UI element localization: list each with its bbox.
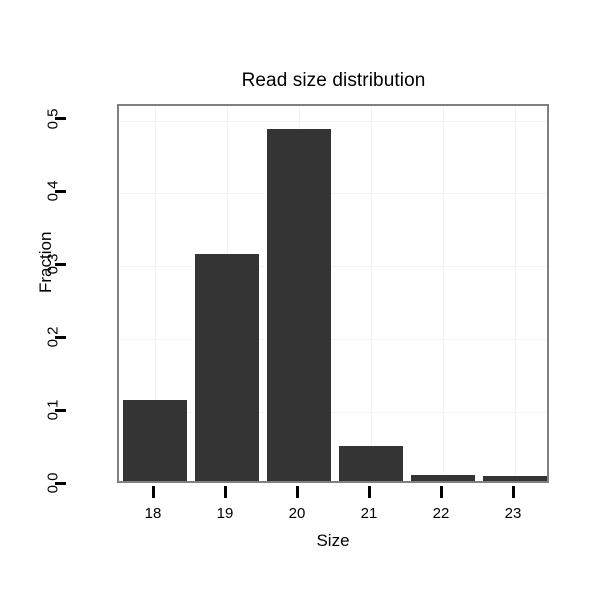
x-tick-label: 21 xyxy=(360,505,378,522)
x-tick-label: 18 xyxy=(144,505,162,522)
plot-panel xyxy=(117,104,549,483)
gridline-vertical xyxy=(371,106,372,481)
bar xyxy=(267,128,331,481)
x-tick-mark xyxy=(151,486,155,498)
x-axis: Size 18 19 20 21 22 23 xyxy=(117,483,549,600)
gridline-vertical xyxy=(443,106,444,481)
x-tick-label: 23 xyxy=(504,505,522,522)
x-tick-mark xyxy=(367,486,371,498)
y-axis: Fraction 0.0 0.1 0.2 0.3 0.4 0.5 xyxy=(0,0,117,600)
y-tick-label: 0.2 xyxy=(44,326,62,348)
y-tick-mark xyxy=(55,117,66,121)
bar xyxy=(411,474,475,481)
gridline-horizontal xyxy=(119,120,547,122)
gridline-horizontal xyxy=(119,339,547,341)
x-tick-mark xyxy=(295,486,299,498)
bar xyxy=(339,446,403,481)
y-tick-label: 0.3 xyxy=(44,253,62,275)
bar xyxy=(123,399,187,481)
x-tick-mark xyxy=(223,486,227,498)
gridline-horizontal xyxy=(119,193,547,195)
bar xyxy=(195,253,259,481)
x-tick-mark xyxy=(511,486,515,498)
bar xyxy=(483,476,547,481)
x-tick-label: 19 xyxy=(216,505,234,522)
y-tick-mark xyxy=(55,481,66,485)
gridline-vertical xyxy=(155,106,156,481)
x-tick-label: 20 xyxy=(288,505,306,522)
y-tick-label: 0.1 xyxy=(44,399,62,421)
y-tick-mark xyxy=(55,408,66,412)
x-axis-title: Size xyxy=(316,531,350,550)
y-tick-label: 0.4 xyxy=(44,181,62,202)
y-tick-mark xyxy=(55,189,66,193)
gridline-horizontal xyxy=(119,412,547,414)
gridline-vertical xyxy=(515,106,516,481)
y-tick-label: 0.5 xyxy=(44,108,62,129)
y-tick-mark xyxy=(55,262,66,266)
x-tick-mark xyxy=(439,486,443,498)
bars-layer xyxy=(119,106,547,481)
y-tick-mark xyxy=(55,335,66,339)
gridline-horizontal xyxy=(119,266,547,268)
chart-title: Read size distribution xyxy=(241,70,426,91)
y-tick-label: 0.0 xyxy=(44,472,62,494)
x-tick-label: 22 xyxy=(432,505,450,522)
